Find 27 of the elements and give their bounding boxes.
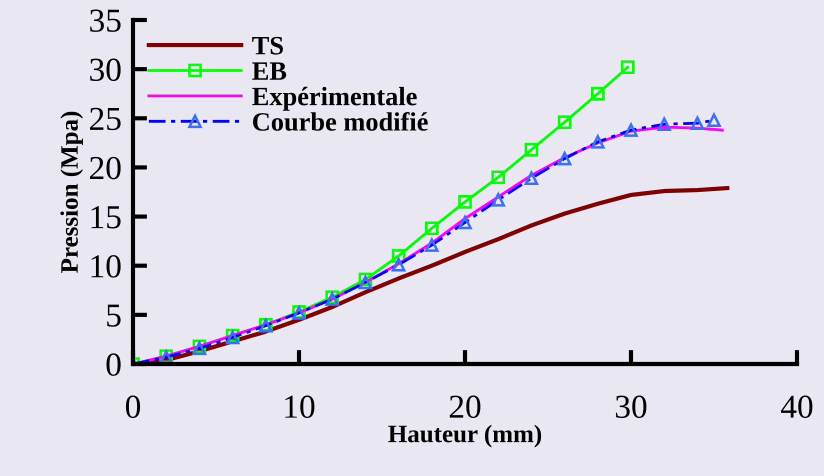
x-tick-label: 20 (450, 396, 480, 418)
x-axis-title: Hauteur (mm) (388, 424, 542, 448)
y-tick-label: 10 (91, 255, 121, 278)
legend-label: Expérimentale (252, 86, 417, 111)
y-tick-label: 0 (106, 353, 121, 376)
y-tick-label: 30 (90, 58, 121, 82)
line-series (133, 186, 730, 364)
y-tick-label: 5 (107, 304, 121, 327)
point (590, 86, 605, 101)
y-tick-label: 25 (90, 108, 121, 130)
x-tick-label: 0 (126, 396, 140, 418)
point (524, 142, 538, 157)
x-tick-label: 10 (285, 396, 314, 418)
point (424, 222, 439, 236)
y-tick-label: 20 (90, 156, 121, 180)
y-tick-label: 15 (91, 206, 121, 228)
legend-label: TS (252, 36, 283, 55)
x-tick-label: 30 (616, 396, 646, 418)
point (458, 195, 472, 209)
point (558, 115, 572, 130)
x-tick-label: 40 (780, 396, 812, 418)
y-tick-label: 35 (90, 9, 121, 32)
point (491, 170, 506, 184)
legend-label: EB (252, 62, 286, 80)
legend-label: Courbe modifié (253, 112, 428, 131)
y-axis-title: Pression (Mpa) (60, 112, 83, 273)
point (620, 60, 634, 74)
